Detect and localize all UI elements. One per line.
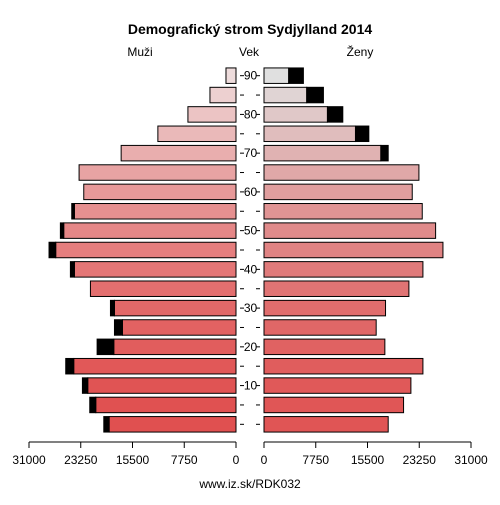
surplus-male-50-54 <box>59 222 65 239</box>
surplus-female-90+ <box>288 67 304 84</box>
age-tick-label: 40 <box>244 262 258 276</box>
age-tick-label: 60 <box>244 185 258 199</box>
surplus-male-30-34 <box>109 299 115 317</box>
bar-female-75-79 <box>263 125 356 143</box>
surplus-male-15-19 <box>65 357 75 375</box>
axes-layer: 31000 23250 15500 7750 0 0 7750 15500 23250 31000… <box>12 69 488 467</box>
bar-female-5-9 <box>263 396 405 414</box>
bar-male-70-74 <box>120 144 237 162</box>
x-tick-label-right: 23250 <box>403 453 437 467</box>
age-tick-label: 10 <box>244 379 258 393</box>
bar-male-40-44 <box>73 261 237 278</box>
left-series-label: Muži <box>127 45 152 59</box>
bar-male-60-64 <box>83 183 237 201</box>
bar-female-0-4 <box>263 416 389 433</box>
bar-male-30-34 <box>113 299 237 317</box>
surplus-male-0-4 <box>103 416 110 433</box>
x-tick-label-left: 7750 <box>171 453 198 467</box>
age-tick-label: 20 <box>244 340 258 354</box>
x-tick-label-left: 15500 <box>116 453 150 467</box>
surplus-male-5-9 <box>89 396 97 414</box>
x-tick-label-left: 23250 <box>64 453 98 467</box>
bar-male-75-79 <box>157 125 237 143</box>
surplus-female-75-79 <box>354 125 370 143</box>
surplus-male-25-29 <box>113 319 123 336</box>
bar-female-40-44 <box>263 261 424 278</box>
x-tick-label-left: 0 <box>233 453 240 467</box>
bar-male-10-14 <box>87 377 237 394</box>
surplus-male-45-49 <box>48 241 57 259</box>
x-tick-label-right: 15500 <box>351 453 385 467</box>
x-tick-label-left: 31000 <box>12 453 46 467</box>
footer-source: www.iz.sk/RDK032 <box>198 477 301 491</box>
bar-male-55-59 <box>73 203 237 220</box>
bar-male-50-54 <box>63 222 237 239</box>
age-tick-label: 50 <box>244 224 258 238</box>
bar-female-90+ <box>263 67 290 84</box>
surplus-female-80-84 <box>326 106 344 123</box>
x-tick-label-right: 31000 <box>454 453 488 467</box>
surplus-male-20-24 <box>96 338 115 356</box>
bar-male-35-39 <box>89 280 237 297</box>
surplus-female-85-89 <box>306 86 324 104</box>
bar-female-70-74 <box>263 144 382 162</box>
age-axis-label: Vek <box>239 45 260 59</box>
bar-female-45-49 <box>263 241 444 259</box>
bar-female-25-29 <box>263 319 377 336</box>
bar-male-20-24 <box>113 338 237 356</box>
bar-male-15-19 <box>73 357 237 375</box>
bar-female-65-69 <box>263 164 420 181</box>
bar-female-30-34 <box>263 299 387 317</box>
surplus-female-70-74 <box>380 144 389 162</box>
bar-female-60-64 <box>263 183 413 201</box>
bar-female-55-59 <box>263 203 423 220</box>
bar-male-0-4 <box>108 416 237 433</box>
age-tick-label: 90 <box>244 69 258 83</box>
bar-male-65-69 <box>78 164 237 181</box>
bar-male-80-84 <box>187 106 237 123</box>
surplus-male-10-14 <box>81 377 89 394</box>
bars-layer <box>48 67 444 433</box>
bar-female-15-19 <box>263 357 424 375</box>
bar-female-20-24 <box>263 338 386 356</box>
age-tick-label: 70 <box>244 146 258 160</box>
right-series-label: Ženy <box>347 44 374 59</box>
bar-female-85-89 <box>263 86 308 104</box>
bar-male-25-29 <box>121 319 237 336</box>
x-tick-label-right: 7750 <box>302 453 329 467</box>
surplus-male-40-44 <box>69 261 75 278</box>
age-tick-label: 30 <box>244 301 258 315</box>
bar-female-50-54 <box>263 222 437 239</box>
bar-male-90+ <box>225 67 237 84</box>
chart-title: Demografický strom Sydjylland 2014 <box>128 21 373 37</box>
bar-male-85-89 <box>209 86 237 104</box>
bar-male-45-49 <box>55 241 237 259</box>
bar-female-80-84 <box>263 106 328 123</box>
surplus-male-55-59 <box>71 203 75 220</box>
bar-male-5-9 <box>95 396 237 414</box>
bar-female-10-14 <box>263 377 412 394</box>
x-tick-label-right: 0 <box>261 453 268 467</box>
age-tick-label: 80 <box>244 107 258 121</box>
bar-female-35-39 <box>263 280 410 297</box>
